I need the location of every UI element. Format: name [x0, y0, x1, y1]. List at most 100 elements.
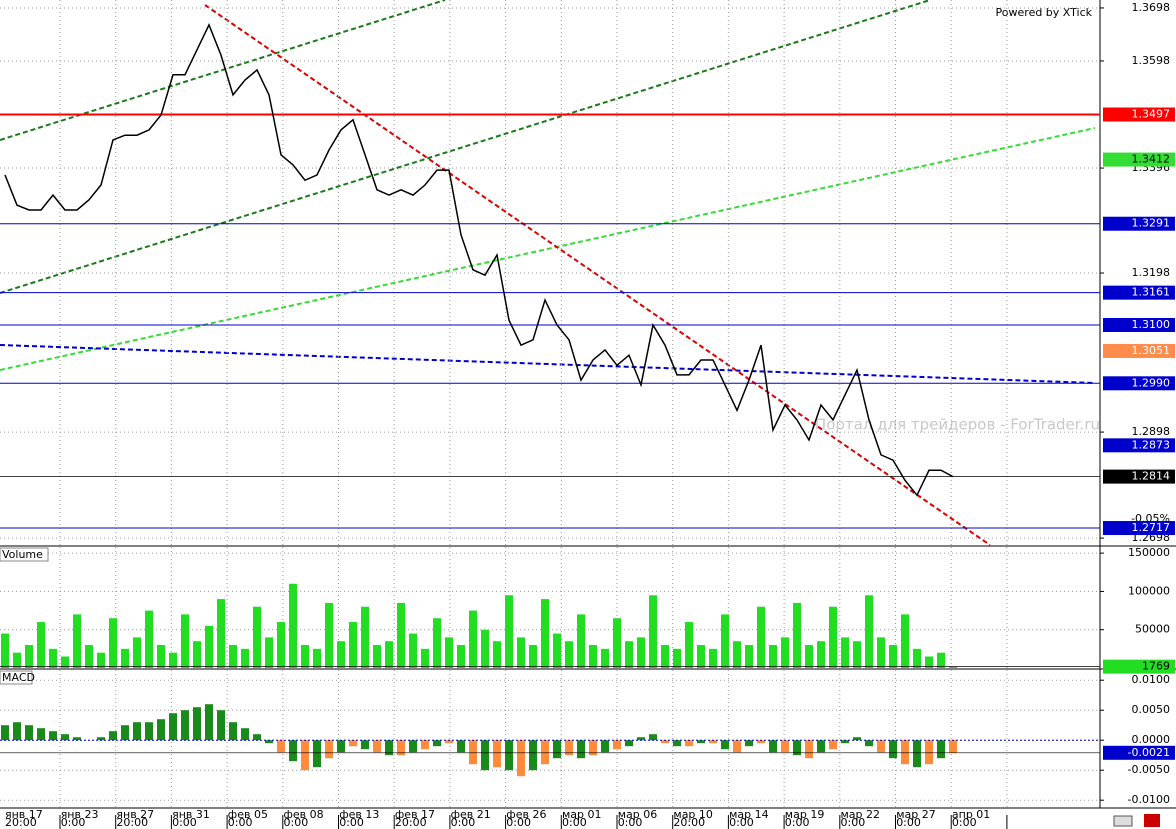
- bar: [829, 606, 837, 668]
- bar: [553, 633, 561, 668]
- bar: [541, 740, 549, 765]
- bar: [337, 641, 345, 668]
- x-date-label: фев 21: [451, 808, 491, 821]
- panel-title: MACD: [2, 671, 35, 684]
- x-date-label: мар 10: [673, 808, 713, 821]
- x-date-label: мар 14: [729, 808, 769, 821]
- x-date-label: янв 23: [61, 808, 99, 821]
- bar: [541, 599, 549, 668]
- bar: [133, 722, 141, 741]
- y-tick-label: 50000: [1135, 623, 1170, 636]
- x-time-label: 20:00: [673, 816, 705, 829]
- bar: [469, 610, 477, 668]
- bar: [253, 606, 261, 668]
- bar: [829, 740, 837, 750]
- bar: [649, 734, 657, 741]
- bar: [805, 645, 813, 668]
- bar: [1, 725, 9, 741]
- bar: [397, 740, 405, 756]
- x-date-label: фев 17: [395, 808, 435, 821]
- y-tick-label: 0.0050: [1132, 703, 1171, 716]
- bar: [745, 645, 753, 668]
- toolbar-icon[interactable]: [1113, 815, 1133, 827]
- bar: [25, 645, 33, 668]
- level-box: [1103, 216, 1175, 231]
- exit-icon[interactable]: [1144, 814, 1160, 827]
- level-box: [1103, 285, 1175, 300]
- x-date-label: мар 27: [896, 808, 936, 821]
- bar: [853, 641, 861, 668]
- bar: [565, 740, 573, 756]
- bar: [157, 645, 165, 668]
- level-label: 1.2717: [1132, 521, 1171, 534]
- bar: [589, 645, 597, 668]
- bar: [697, 740, 705, 744]
- level-label: 1.2873: [1132, 438, 1171, 451]
- bar: [601, 740, 609, 753]
- price-line: [4, 23, 954, 497]
- level-label: 1.3100: [1132, 318, 1171, 331]
- x-date-label: фев 05: [228, 808, 268, 821]
- bar: [301, 740, 309, 771]
- bar: [49, 648, 57, 668]
- bar: [661, 740, 669, 744]
- trend-line: [0, 127, 1096, 371]
- bar: [481, 740, 489, 771]
- bar: [337, 740, 345, 753]
- bar: [565, 641, 573, 668]
- y-tick-label: 1.3698: [1132, 1, 1171, 14]
- bar: [889, 645, 897, 668]
- bar: [733, 740, 741, 753]
- bar: [517, 740, 525, 777]
- bar: [685, 740, 693, 747]
- bar: [817, 740, 825, 753]
- bar: [937, 652, 945, 668]
- bar: [181, 614, 189, 668]
- last-value-label: -0.0021: [1128, 746, 1170, 759]
- x-time-label: 0:00: [896, 816, 921, 829]
- bar: [121, 725, 129, 741]
- bar: [13, 652, 21, 668]
- level-box: [1103, 376, 1175, 391]
- bar: [13, 722, 21, 741]
- bar: [913, 740, 921, 768]
- level-box: [1103, 343, 1175, 358]
- bar: [385, 641, 393, 668]
- bar: [925, 740, 933, 765]
- y-tick-label: 1.3598: [1132, 54, 1171, 67]
- bar: [781, 637, 789, 668]
- x-date-label: фев 26: [506, 808, 546, 821]
- bar: [421, 740, 429, 750]
- bar: [901, 614, 909, 668]
- bar: [529, 645, 537, 668]
- bar: [781, 740, 789, 753]
- bar: [673, 740, 681, 747]
- bar: [277, 622, 285, 668]
- bar: [349, 740, 357, 747]
- bar: [145, 722, 153, 741]
- bar: [457, 740, 465, 753]
- bar: [865, 740, 873, 747]
- x-time-label: 0:00: [451, 816, 476, 829]
- bar: [433, 618, 441, 668]
- bar: [841, 740, 849, 744]
- bar: [841, 637, 849, 668]
- panel-title-box: [0, 547, 49, 562]
- level-box: [1103, 521, 1175, 536]
- bar: [157, 719, 165, 741]
- bar: [577, 614, 585, 668]
- x-date-label: янв 31: [172, 808, 210, 821]
- bar: [793, 740, 801, 756]
- bar: [757, 740, 765, 744]
- bar: [229, 722, 237, 741]
- bar: [709, 648, 717, 668]
- bar: [421, 648, 429, 668]
- bar: [553, 740, 561, 759]
- bar: [193, 707, 201, 741]
- bar: [349, 622, 357, 668]
- bar: [229, 645, 237, 668]
- x-time-label: 0:00: [562, 816, 587, 829]
- x-date-label: фев 13: [339, 808, 379, 821]
- x-date-label: янв 17: [5, 808, 43, 821]
